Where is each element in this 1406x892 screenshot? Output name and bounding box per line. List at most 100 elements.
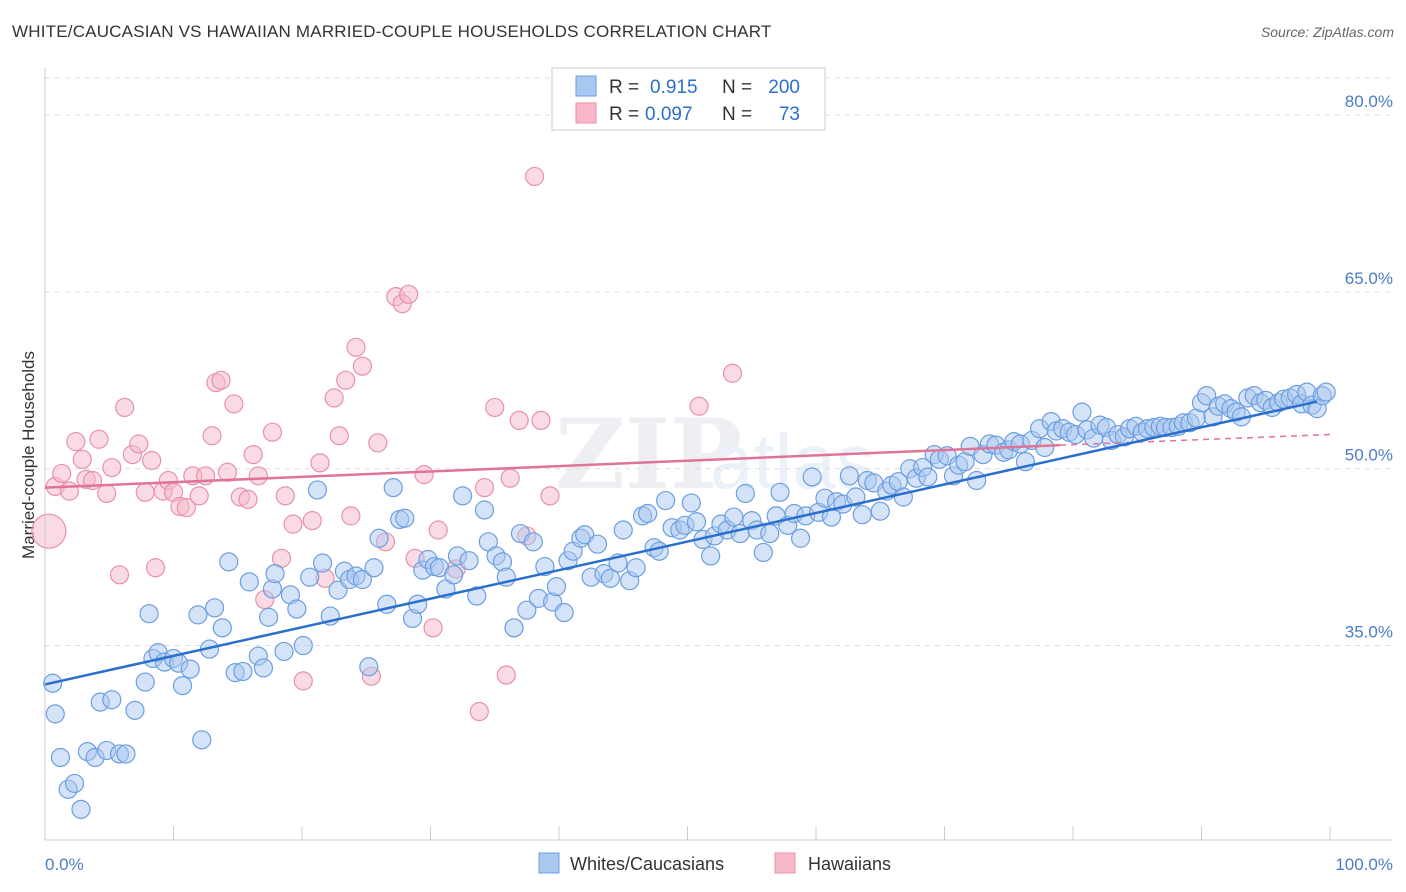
white-point	[802, 467, 822, 487]
hawaiian-point	[324, 388, 344, 408]
white-point	[312, 553, 333, 573]
legend-n-label-1: N =	[722, 77, 752, 98]
white-point	[790, 528, 811, 548]
white-point	[760, 523, 780, 544]
white-point	[474, 500, 495, 520]
hawaiian-point	[224, 394, 244, 414]
white-point	[258, 607, 279, 627]
hawaiian-point	[262, 422, 283, 442]
x-tick-label-min: 0.0%	[45, 855, 84, 874]
legend-swatch-blue	[575, 75, 597, 97]
white-point	[233, 661, 253, 682]
hawaiian-point	[540, 486, 560, 506]
bottom-legend-label-whites: Whites/Caucasians	[570, 854, 724, 874]
white-point	[192, 730, 212, 750]
white-point	[613, 520, 633, 540]
legend-swatch-pink	[575, 102, 597, 124]
white-point	[870, 501, 890, 521]
white-point	[453, 486, 473, 506]
legend-r-label-1: R =	[609, 77, 639, 98]
white-point	[188, 605, 208, 625]
white-point	[967, 470, 987, 491]
hawaiian-point	[500, 468, 520, 488]
white-point	[681, 493, 701, 513]
white-point	[839, 466, 860, 486]
hawaiian-point	[115, 397, 135, 418]
white-point	[846, 487, 866, 507]
white-point	[587, 534, 608, 554]
hawaiian-point	[722, 363, 743, 383]
hawaiian-point	[109, 565, 130, 585]
white-point	[383, 477, 403, 498]
legend-r-value-2: 0.097	[645, 104, 693, 125]
hawaiians-trend-extension	[1060, 433, 1331, 446]
white-point	[724, 507, 744, 527]
source-label: Source: ZipAtlas.com	[1260, 24, 1394, 40]
white-point	[180, 659, 200, 679]
legend-n-value-2: 73	[779, 104, 800, 125]
white-point	[554, 602, 574, 623]
white-point	[735, 483, 755, 504]
hawaiian-point	[399, 284, 419, 304]
hawaiian-point	[59, 481, 80, 501]
hawaiian-point	[531, 410, 551, 431]
hawaiian-point	[689, 396, 709, 416]
watermark: ZIP atlas	[555, 398, 875, 511]
white-point	[1316, 382, 1336, 402]
hawaiian-point	[346, 337, 366, 357]
x-tick-label-max: 100.0%	[1335, 855, 1393, 874]
white-point	[219, 552, 239, 572]
white-point	[307, 480, 328, 500]
white-point	[64, 773, 85, 794]
chart-title: WHITE/CAUCASIAN VS HAWAIIAN MARRIED-COUP…	[12, 22, 772, 41]
y-tick-label-3: 80.0%	[1345, 92, 1393, 111]
legend-box	[551, 67, 826, 131]
bottom-legend-swatch-pink	[774, 852, 796, 874]
white-point	[300, 567, 320, 587]
hawaiian-point	[145, 558, 166, 578]
hawaiian-point	[31, 513, 67, 549]
hawaiian-point	[52, 463, 72, 484]
hawaiian-point	[142, 450, 162, 471]
white-point	[649, 541, 669, 561]
hawaiian-point	[176, 498, 196, 518]
hawaiian-point	[293, 671, 313, 691]
hawaiian-point	[341, 506, 361, 526]
white-point	[364, 558, 384, 578]
white-point	[50, 747, 71, 768]
legend-n-label-2: N =	[722, 104, 752, 125]
white-point	[626, 558, 646, 578]
legend-n-value-1: 200	[768, 77, 800, 98]
legend-r-value-1: 0.915	[650, 77, 698, 98]
white-point	[918, 467, 938, 487]
white-point	[1072, 402, 1092, 422]
hawaiian-point	[509, 410, 529, 431]
white-point	[467, 586, 487, 606]
white-point	[523, 532, 543, 552]
white-point	[274, 641, 294, 662]
hawaiian-point	[211, 370, 231, 390]
white-point	[71, 799, 91, 819]
hawaiian-point	[428, 520, 448, 540]
bottom-legend-swatch-blue	[538, 852, 560, 874]
white-point	[686, 512, 707, 532]
hawaiian-point	[72, 449, 92, 469]
hawaiians-trend-line	[44, 443, 1061, 489]
hawaiian-point	[352, 356, 372, 376]
white-point	[656, 490, 676, 511]
hawaiian-point	[310, 453, 330, 473]
white-point	[239, 572, 259, 592]
hawaiian-point	[243, 444, 263, 465]
hawaiian-point	[496, 665, 516, 685]
white-point	[600, 568, 621, 588]
hawaiian-point	[66, 432, 86, 452]
hawaiian-point	[485, 397, 505, 418]
white-point	[253, 658, 274, 678]
white-point	[575, 525, 595, 545]
white-point	[293, 635, 313, 656]
white-point	[546, 576, 567, 597]
hawaiian-point	[283, 514, 303, 534]
white-point	[172, 675, 193, 696]
whites-trend-line	[44, 400, 1318, 686]
